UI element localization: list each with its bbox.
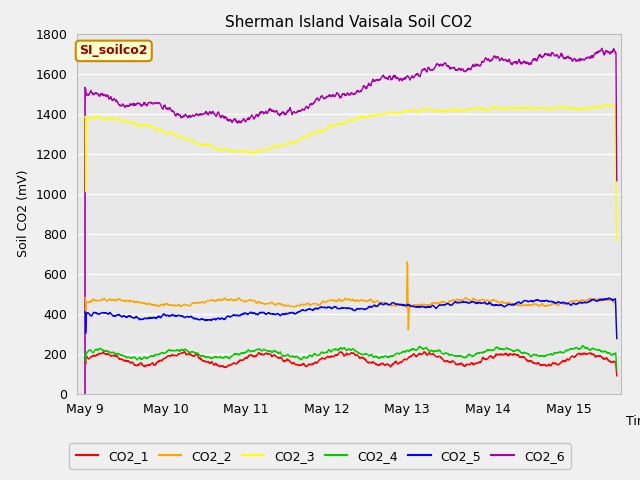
Text: SI_soilco2: SI_soilco2 bbox=[79, 44, 148, 58]
CO2_4 bbox=[500, 347, 508, 352]
Line: CO2_5: CO2_5 bbox=[85, 298, 617, 338]
CO2_3 bbox=[598, 103, 605, 109]
CO2_4 bbox=[579, 343, 586, 348]
CO2_1 bbox=[340, 353, 348, 359]
CO2_6 bbox=[598, 45, 605, 51]
Legend: CO2_1, CO2_2, CO2_3, CO2_4, CO2_5, CO2_6: CO2_1, CO2_2, CO2_3, CO2_4, CO2_5, CO2_6 bbox=[69, 444, 571, 469]
CO2_2 bbox=[81, 295, 89, 300]
CO2_5 bbox=[598, 297, 605, 303]
CO2_2 bbox=[403, 259, 411, 264]
CO2_3 bbox=[81, 114, 89, 120]
CO2_6 bbox=[326, 92, 333, 98]
CO2_3 bbox=[613, 238, 621, 243]
CO2_5 bbox=[613, 336, 621, 341]
Line: CO2_4: CO2_4 bbox=[85, 346, 617, 370]
CO2_1 bbox=[108, 352, 116, 358]
CO2_1 bbox=[326, 354, 333, 360]
CO2_2 bbox=[613, 336, 621, 342]
CO2_4 bbox=[598, 349, 605, 355]
CO2_3 bbox=[108, 116, 116, 122]
Y-axis label: Soil CO2 (mV): Soil CO2 (mV) bbox=[17, 170, 29, 257]
CO2_2 bbox=[500, 300, 508, 306]
CO2_5 bbox=[340, 305, 348, 311]
CO2_5 bbox=[326, 304, 333, 310]
CO2_6 bbox=[613, 178, 621, 183]
Text: Time: Time bbox=[626, 415, 640, 428]
CO2_1 bbox=[598, 354, 605, 360]
CO2_4 bbox=[613, 367, 621, 372]
CO2_1 bbox=[180, 348, 188, 354]
Title: Sherman Island Vaisala Soil CO2: Sherman Island Vaisala Soil CO2 bbox=[225, 15, 472, 30]
CO2_5 bbox=[500, 303, 508, 309]
CO2_1 bbox=[500, 352, 508, 358]
CO2_2 bbox=[326, 298, 333, 303]
CO2_3 bbox=[340, 121, 348, 127]
CO2_2 bbox=[598, 298, 605, 303]
CO2_6 bbox=[108, 97, 116, 103]
CO2_3 bbox=[597, 103, 605, 109]
CO2_1 bbox=[598, 354, 605, 360]
CO2_5 bbox=[597, 297, 605, 302]
CO2_2 bbox=[340, 297, 348, 303]
CO2_6 bbox=[598, 47, 605, 52]
CO2_6 bbox=[81, 84, 89, 90]
CO2_4 bbox=[81, 351, 89, 357]
CO2_4 bbox=[340, 345, 348, 351]
CO2_5 bbox=[81, 309, 89, 315]
CO2_3 bbox=[500, 107, 508, 112]
Line: CO2_1: CO2_1 bbox=[85, 351, 617, 376]
Line: CO2_6: CO2_6 bbox=[85, 48, 617, 180]
Line: CO2_2: CO2_2 bbox=[85, 262, 617, 339]
CO2_3 bbox=[326, 123, 333, 129]
CO2_5 bbox=[108, 312, 116, 318]
CO2_6 bbox=[500, 57, 508, 63]
Line: CO2_3: CO2_3 bbox=[85, 105, 617, 240]
CO2_1 bbox=[81, 359, 89, 364]
CO2_2 bbox=[108, 297, 116, 303]
CO2_2 bbox=[598, 298, 605, 303]
CO2_6 bbox=[340, 91, 348, 97]
CO2_4 bbox=[108, 349, 116, 355]
CO2_4 bbox=[598, 348, 605, 354]
CO2_3 bbox=[602, 102, 610, 108]
CO2_1 bbox=[613, 373, 621, 379]
CO2_6 bbox=[597, 47, 605, 53]
CO2_4 bbox=[326, 347, 333, 353]
CO2_5 bbox=[605, 295, 612, 301]
